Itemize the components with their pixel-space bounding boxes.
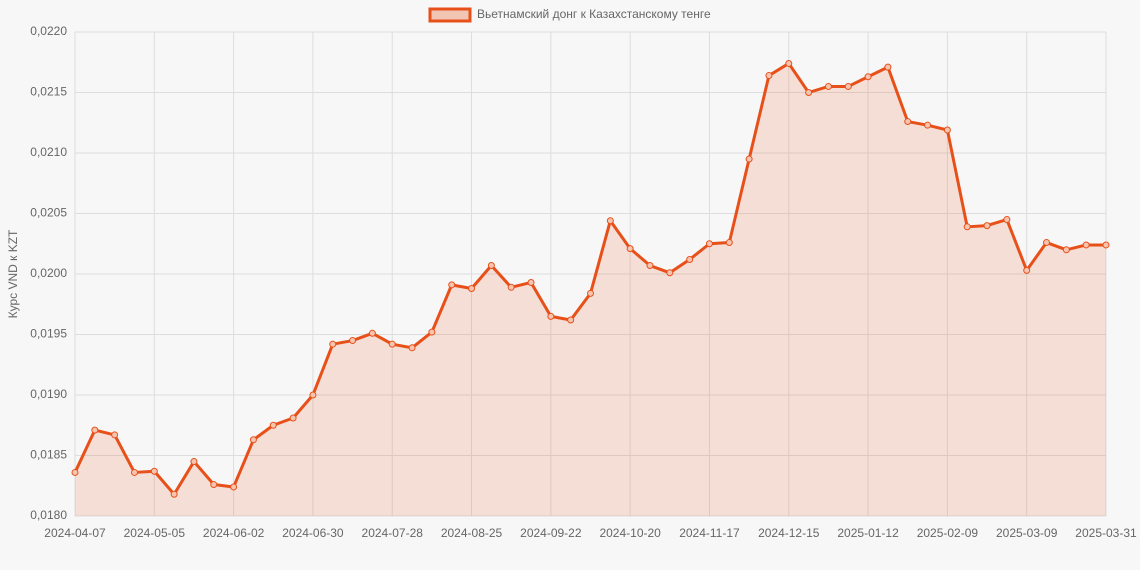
x-tick-label: 2024-10-20 <box>599 526 661 540</box>
area <box>75 63 1106 517</box>
point <box>368 329 376 337</box>
x-tick-label: 2024-11-17 <box>679 526 740 540</box>
x-tick-label: 2024-09-22 <box>520 526 582 540</box>
legend-swatch <box>428 7 472 23</box>
point <box>527 278 535 286</box>
y-tick-label: 0,0205 <box>30 206 67 220</box>
point <box>824 82 832 90</box>
y-tick-label: 0,0220 <box>30 24 67 38</box>
point <box>487 262 495 270</box>
point <box>71 468 79 476</box>
point <box>844 82 852 90</box>
point <box>606 217 614 225</box>
point <box>210 481 218 489</box>
point <box>388 340 396 348</box>
x-tick-label: 2025-03-09 <box>996 526 1058 540</box>
x-tick-label: 2024-04-07 <box>44 526 106 540</box>
point <box>567 316 575 324</box>
x-tick-label: 2024-05-05 <box>124 526 186 540</box>
point <box>864 73 872 81</box>
point <box>170 490 178 498</box>
point <box>249 436 257 444</box>
point <box>1043 239 1051 247</box>
point <box>468 285 476 293</box>
point <box>745 155 753 163</box>
point <box>309 391 317 399</box>
point <box>943 126 951 134</box>
x-tick-label: 2025-03-31 <box>1075 526 1137 540</box>
point <box>1082 241 1090 249</box>
point <box>705 240 713 248</box>
point <box>91 426 99 434</box>
point <box>904 118 912 126</box>
point <box>646 262 654 270</box>
point <box>587 289 594 297</box>
point <box>785 59 793 67</box>
point <box>190 458 198 466</box>
y-tick-label: 0,0195 <box>30 327 67 341</box>
x-tick-label: 2025-01-12 <box>837 526 899 540</box>
x-tick-label: 2024-06-02 <box>203 526 265 540</box>
x-tick-label: 2025-02-09 <box>917 526 979 540</box>
point <box>924 121 932 129</box>
point <box>983 222 991 230</box>
point <box>349 337 357 345</box>
point <box>1023 266 1031 274</box>
y-tick-label: 0,0215 <box>30 85 67 99</box>
y-tick-label: 0,0180 <box>30 508 67 522</box>
point <box>626 245 634 253</box>
point <box>765 72 773 80</box>
y-tick-label: 0,0200 <box>30 266 67 280</box>
point <box>805 89 813 96</box>
point <box>428 328 436 336</box>
point <box>1062 246 1070 254</box>
point <box>448 281 456 289</box>
point <box>269 421 277 429</box>
point <box>666 269 674 277</box>
point <box>1003 216 1011 224</box>
y-axis-title: Курс VND к KZT <box>6 229 20 318</box>
point <box>329 340 337 348</box>
point <box>963 223 971 231</box>
point <box>230 483 238 491</box>
point <box>507 283 515 291</box>
x-tick-label: 2024-12-15 <box>758 526 820 540</box>
point <box>408 344 416 352</box>
point <box>884 63 892 71</box>
point <box>111 431 119 439</box>
y-tick-label: 0,0185 <box>30 448 67 462</box>
point <box>150 467 158 475</box>
x-tick-label: 2024-08-25 <box>441 526 503 540</box>
point <box>725 239 733 247</box>
x-tick-label: 2024-06-30 <box>282 526 344 540</box>
x-tick-label: 2024-07-28 <box>362 526 424 540</box>
point <box>547 312 555 320</box>
point <box>686 255 694 263</box>
y-tick-label: 0,0190 <box>30 387 67 401</box>
y-tick-label: 0,0210 <box>30 145 67 159</box>
point <box>130 468 138 476</box>
point <box>1102 241 1110 249</box>
legend-label: Вьетнамский донг к Казахстанскому тенге <box>477 7 711 21</box>
point <box>289 414 297 422</box>
